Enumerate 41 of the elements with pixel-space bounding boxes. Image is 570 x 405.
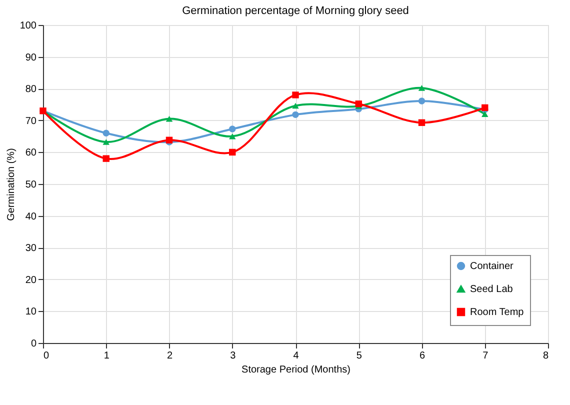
chart-title: Germination percentage of Morning glory seed <box>182 5 409 17</box>
y-tick-label: 20 <box>25 274 37 286</box>
y-tick-label: 60 <box>25 148 37 159</box>
x-tick-label: 8 <box>542 350 549 362</box>
point <box>292 111 299 118</box>
legend-label: Seed Lab <box>470 284 514 295</box>
y-tick-label: 50 <box>25 180 37 190</box>
y-axis-title: Germination (%) <box>6 148 17 221</box>
y-tick-label: 70 <box>25 116 37 127</box>
x-tick-label: 1 <box>104 350 110 362</box>
point <box>418 119 426 126</box>
x-tick-label: 7 <box>482 350 489 362</box>
point <box>102 139 110 145</box>
point <box>418 98 426 104</box>
point <box>292 102 299 109</box>
legend-label: Room Temp <box>470 307 524 318</box>
point <box>482 111 488 117</box>
legend-label: Container <box>470 261 514 272</box>
x-tick-label: 0 <box>44 350 50 362</box>
x-tick-label: 2 <box>166 350 173 362</box>
point <box>355 100 362 108</box>
y-tick-label: 0 <box>30 338 37 350</box>
point <box>418 85 426 91</box>
y-tick-label: 30 <box>25 243 37 254</box>
point <box>102 130 110 136</box>
point <box>102 155 110 162</box>
y-tick-label: 80 <box>25 84 37 96</box>
x-tick-label: 4 <box>293 350 300 362</box>
y-tick-label: 10 <box>25 306 37 318</box>
x-tick-label: 6 <box>419 350 426 362</box>
y-tick-label: 90 <box>25 52 37 64</box>
point <box>229 126 236 132</box>
point <box>229 148 236 156</box>
x-tick-label: 5 <box>356 350 362 362</box>
x-axis-title: Storage Period (Months) <box>242 364 350 376</box>
point <box>229 133 236 140</box>
y-tick-label: 100 <box>20 20 37 32</box>
y-tick-label: 40 <box>25 211 37 222</box>
point <box>292 92 299 98</box>
x-tick-label: 3 <box>230 350 236 362</box>
point <box>166 116 173 122</box>
